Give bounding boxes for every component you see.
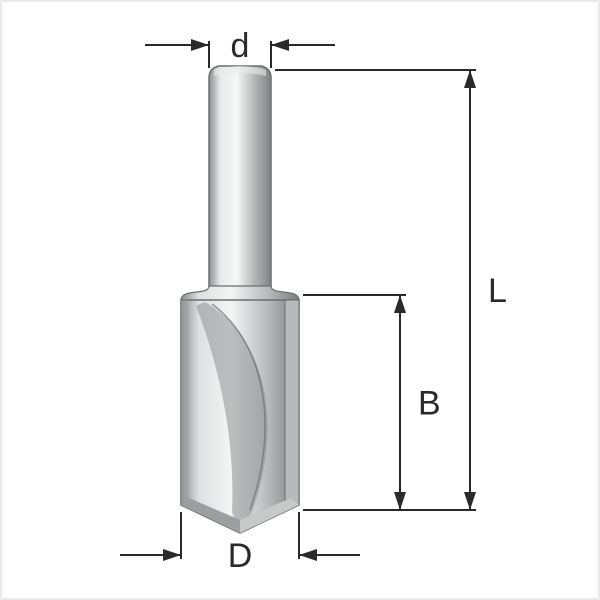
- dimension-B-label: B: [418, 385, 441, 423]
- dimension-B: B: [400, 295, 441, 510]
- dimensions: d D L B: [120, 27, 507, 575]
- dimension-d: d: [145, 27, 335, 65]
- dimension-D: D: [120, 537, 360, 575]
- router-bit-diagram: d D L B: [0, 0, 600, 600]
- dimension-L: L: [470, 70, 507, 510]
- dimension-d-label: d: [231, 27, 250, 65]
- bit-body: [181, 300, 299, 533]
- dimension-L-label: L: [488, 272, 507, 310]
- dimension-D-label: D: [228, 537, 253, 575]
- router-bit: [181, 66, 299, 533]
- bit-shank: [209, 66, 271, 300]
- canvas-frame: [1, 1, 599, 599]
